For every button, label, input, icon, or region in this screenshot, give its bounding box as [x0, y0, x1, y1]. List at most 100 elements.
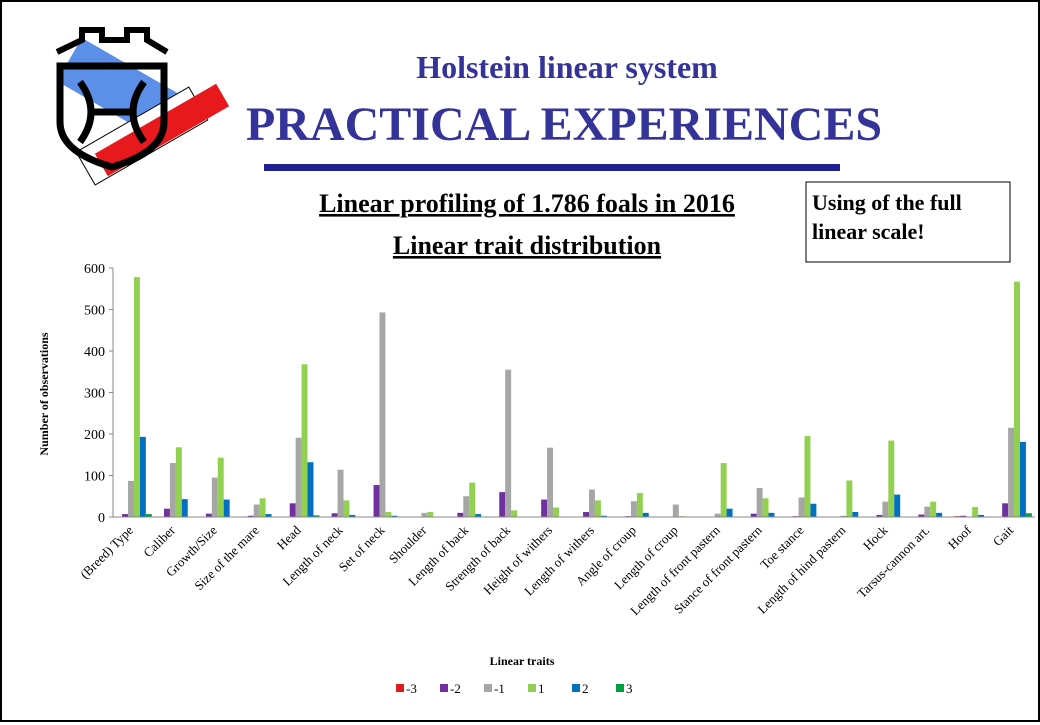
bar [721, 463, 727, 517]
y-axis-title: Number of observations [37, 332, 51, 455]
bar [164, 509, 170, 517]
bar [972, 507, 978, 517]
bar [128, 481, 134, 517]
slide-subtitle: PRACTICAL EXPERIENCES [246, 98, 882, 151]
bar [302, 364, 308, 517]
bar [553, 507, 559, 517]
legend-label: -2 [450, 681, 461, 696]
divider [264, 164, 840, 171]
bar [379, 312, 385, 517]
y-tick-label: 0 [98, 511, 105, 526]
bar [296, 438, 302, 517]
bar [769, 513, 775, 517]
bar [290, 503, 296, 517]
bar [457, 513, 463, 517]
legend-label: 3 [626, 681, 633, 696]
y-tick-label: 600 [84, 262, 105, 277]
bar [589, 490, 595, 517]
x-axis-title: Linear traits [490, 654, 555, 668]
note-text: Using of the full linear scale! [812, 188, 1006, 246]
legend-label: 2 [582, 681, 589, 696]
bar [1014, 282, 1020, 517]
bar [224, 500, 230, 517]
bar [332, 513, 338, 517]
bar [727, 509, 733, 517]
legend-swatch [528, 684, 536, 692]
bar [385, 512, 391, 517]
bar [170, 463, 176, 517]
legend-swatch [396, 684, 404, 692]
y-tick-label: 400 [84, 345, 105, 360]
y-tick-label: 500 [84, 304, 105, 319]
bar [882, 502, 888, 517]
bar [254, 505, 260, 517]
bar [810, 504, 816, 517]
bar [212, 478, 218, 517]
note: Using of the full linear scale! [812, 188, 1006, 258]
legend-label: -1 [494, 681, 505, 696]
bar [936, 513, 942, 517]
bar [260, 498, 266, 517]
bar [595, 500, 601, 517]
chart-title: Linear profiling of 1.786 foals in 2016 [319, 189, 735, 218]
bar [511, 510, 517, 517]
chart-subtitle: Linear trait distribution [393, 231, 662, 260]
legend-swatch [572, 684, 580, 692]
x-tick-label: (Breed) Type [77, 522, 136, 581]
bar [799, 497, 805, 517]
bar [541, 500, 547, 517]
bar [757, 488, 763, 517]
bar [1020, 442, 1026, 517]
bar [182, 499, 188, 517]
bar [547, 448, 553, 517]
x-tick-label: Gait [990, 522, 1017, 549]
x-tick-label: Head [274, 522, 304, 552]
bar [140, 437, 146, 517]
bar [1026, 513, 1032, 517]
bar [469, 483, 475, 517]
bar [134, 277, 140, 517]
bar [338, 470, 344, 517]
slide-title: Holstein linear system [416, 49, 718, 85]
bar [421, 513, 427, 517]
legend-swatch [440, 684, 448, 692]
x-tick-label: Tarsus-cannon art. [854, 523, 932, 601]
bar [1008, 428, 1014, 517]
bar [846, 480, 852, 517]
y-tick-label: 300 [84, 387, 105, 402]
bar [176, 447, 182, 517]
y-tick-label: 200 [84, 428, 105, 443]
bar [583, 512, 589, 517]
bar [643, 513, 649, 517]
bar [374, 485, 380, 517]
bar [427, 512, 433, 517]
logo [57, 30, 229, 185]
bar [852, 512, 858, 517]
legend-swatch [616, 684, 624, 692]
bar [673, 505, 679, 517]
bar [1002, 503, 1008, 517]
bar [888, 441, 894, 517]
x-tick-label: Hock [860, 522, 891, 553]
bar [308, 462, 314, 517]
bar [505, 370, 511, 517]
bar [894, 495, 900, 517]
y-tick-label: 100 [84, 470, 105, 485]
x-tick-label: Caliber [140, 522, 178, 560]
legend-swatch [484, 684, 492, 692]
bar [631, 501, 637, 517]
bar [930, 502, 936, 517]
x-tick-label: Hoof [945, 522, 975, 552]
bar [805, 436, 811, 517]
bar [499, 492, 505, 517]
bar [344, 500, 350, 517]
bar [463, 496, 469, 517]
bar [637, 493, 643, 517]
bar [924, 507, 930, 517]
legend-label: -3 [406, 681, 417, 696]
x-tick-label: Set of neck [336, 522, 388, 574]
bar [763, 498, 769, 517]
bar [218, 458, 224, 517]
